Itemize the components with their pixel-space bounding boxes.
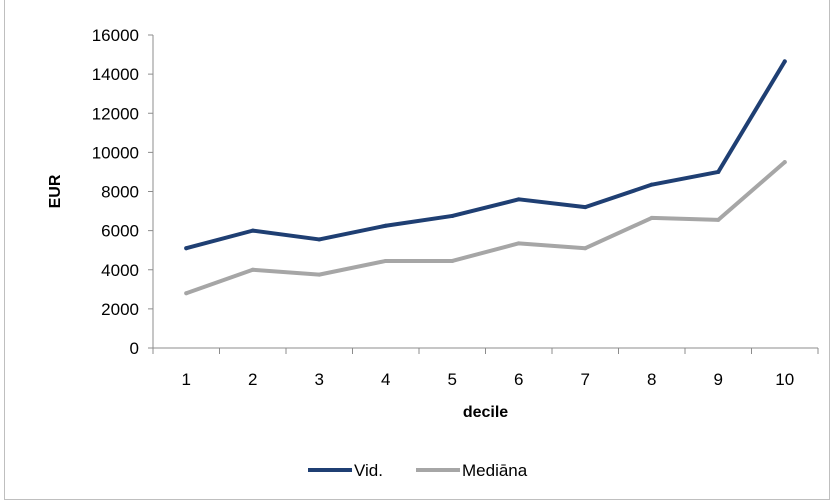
data-point bbox=[383, 223, 388, 228]
y-tick-label: 8000 bbox=[101, 183, 139, 202]
x-tick-labels: 1 2 3 4 5 6 7 8 9 10 bbox=[182, 370, 795, 389]
data-point bbox=[250, 228, 255, 233]
x-axis-title: decile bbox=[463, 404, 508, 421]
y-tick-label: 6000 bbox=[101, 222, 139, 241]
x-tick-label: 4 bbox=[381, 370, 390, 389]
x-tick-label: 1 bbox=[182, 370, 191, 389]
data-point bbox=[649, 215, 654, 220]
x-tick-label: 9 bbox=[714, 370, 723, 389]
x-tick-label: 10 bbox=[775, 370, 794, 389]
y-tick-label: 2000 bbox=[101, 300, 139, 319]
data-point bbox=[450, 258, 455, 263]
data-point bbox=[450, 213, 455, 218]
y-tick-label: 4000 bbox=[101, 261, 139, 280]
x-tick-label: 2 bbox=[248, 370, 257, 389]
x-tick-label: 7 bbox=[581, 370, 590, 389]
data-point bbox=[782, 160, 787, 165]
series-line-medi-na bbox=[184, 160, 787, 296]
data-point bbox=[250, 267, 255, 272]
data-point bbox=[583, 205, 588, 210]
data-point bbox=[317, 237, 322, 242]
y-tick-label: 10000 bbox=[92, 143, 139, 162]
x-tick-label: 5 bbox=[448, 370, 457, 389]
y-tick-labels: 0 2000 4000 6000 8000 10000 12000 14000 16000 bbox=[92, 26, 139, 358]
axes bbox=[148, 34, 819, 354]
x-tick-label: 3 bbox=[315, 370, 324, 389]
legend-label: Vid. bbox=[354, 461, 383, 480]
data-point bbox=[516, 197, 521, 202]
data-point bbox=[716, 217, 721, 222]
chart-frame bbox=[4, 0, 830, 500]
data-point bbox=[184, 246, 189, 251]
data-point bbox=[716, 169, 721, 174]
legend: Vid. Mediāna bbox=[308, 461, 528, 480]
y-tick-label: 14000 bbox=[92, 65, 139, 84]
y-tick-label: 12000 bbox=[92, 104, 139, 123]
series-lines bbox=[184, 59, 787, 296]
data-point bbox=[583, 246, 588, 251]
y-tick-label: 0 bbox=[130, 339, 139, 358]
series-line-vid- bbox=[184, 59, 787, 251]
data-point bbox=[184, 291, 189, 296]
data-point bbox=[383, 258, 388, 263]
data-point bbox=[317, 272, 322, 277]
data-point bbox=[782, 59, 787, 64]
x-tick-label: 6 bbox=[514, 370, 523, 389]
legend-label: Mediāna bbox=[462, 461, 528, 480]
data-point bbox=[516, 241, 521, 246]
x-tick-label: 8 bbox=[647, 370, 656, 389]
y-tick-label: 16000 bbox=[92, 26, 139, 45]
data-point bbox=[649, 182, 654, 187]
y-axis-title: EUR bbox=[47, 174, 64, 208]
